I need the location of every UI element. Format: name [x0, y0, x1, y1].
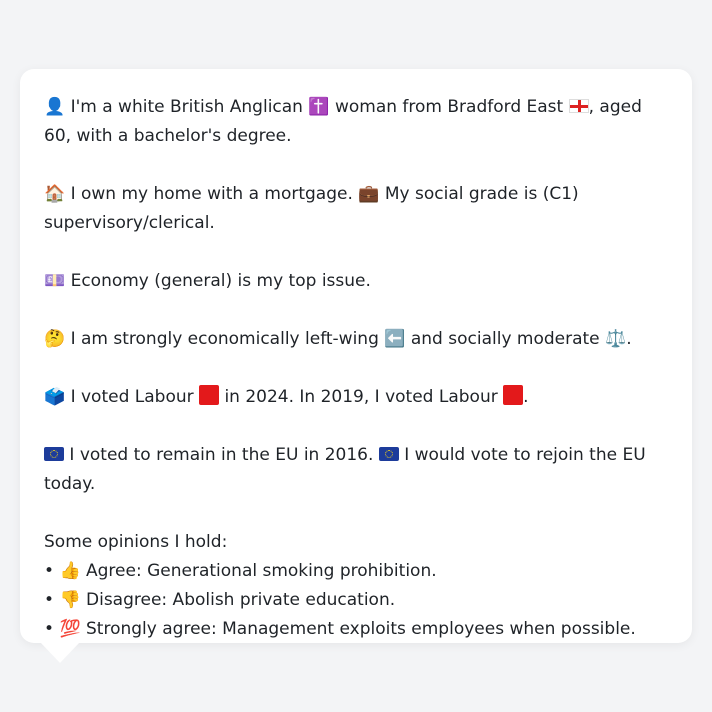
hundred-points-icon: 💯: [59, 619, 81, 639]
voting-text-a: I voted Labour: [70, 387, 194, 407]
identity-paragraph: 👤 I'm a white British Anglican ✝️ woman …: [44, 93, 668, 151]
voting-text-b: in 2024. In 2019, I voted Labour: [224, 387, 498, 407]
labour-red-square-icon: [199, 385, 220, 405]
bullet: •: [44, 590, 55, 610]
list-item: • 👍 Agree: Generational smoking prohibit…: [44, 557, 668, 586]
identity-text-a: I'm a white British Anglican: [70, 97, 303, 117]
banknote-icon: 💷: [44, 271, 66, 291]
bullet: •: [44, 561, 55, 581]
social-grade-text: My social grade is (C1) supervisory/cler…: [44, 184, 579, 233]
cross-icon: ✝️: [308, 97, 330, 117]
identity-text-c: , aged 60, with a bachelor's degree.: [44, 97, 642, 146]
balance-scale-icon: ⚖️: [605, 329, 627, 349]
thumbs-down-icon: 👎: [59, 590, 81, 610]
person-icon: 👤: [44, 97, 66, 117]
eu-flag-icon: [378, 447, 399, 461]
ballot-box-icon: 🗳️: [44, 387, 66, 407]
speech-bubble-tail: [40, 642, 80, 663]
opinion-text: Disagree: Abolish private education.: [86, 590, 396, 610]
eu-text-b: I would vote to rejoin the EU today.: [44, 445, 646, 494]
top-issue-paragraph: 💷 Economy (general) is my top issue.: [44, 267, 668, 296]
thumbs-up-icon: 👍: [59, 561, 81, 581]
bullet: •: [44, 619, 55, 639]
labour-red-square-icon: [503, 385, 524, 405]
list-item: • 💯 Strongly agree: Management exploits …: [44, 615, 668, 644]
opinion-text: Strongly agree: Management exploits empl…: [86, 619, 636, 639]
voting-text-c: .: [523, 387, 529, 407]
eu-flag-icon: [44, 447, 64, 461]
top-issue-text: Economy (general) is my top issue.: [70, 271, 371, 291]
voting-paragraph: 🗳️ I voted Labour in 2024. In 2019, I vo…: [44, 383, 668, 412]
housing-text: I own my home with a mortgage.: [70, 184, 353, 204]
ideology-text-c: .: [626, 329, 632, 349]
eu-text-a: I voted to remain in the EU in 2016.: [69, 445, 374, 465]
opinion-text: Agree: Generational smoking prohibition.: [86, 561, 437, 581]
ideology-text-a: I am strongly economically left-wing: [70, 329, 379, 349]
identity-text-b: woman from Bradford East: [334, 97, 564, 117]
ideology-paragraph: 🤔 I am strongly economically left-wing ⬅…: [44, 325, 668, 354]
ideology-text-b: and socially moderate: [410, 329, 600, 349]
persona-card: 👤 I'm a white British Anglican ✝️ woman …: [20, 69, 692, 643]
england-flag-icon: [568, 99, 589, 113]
eu-paragraph: I voted to remain in the EU in 2016. I w…: [44, 441, 668, 499]
thinking-face-icon: 🤔: [44, 329, 66, 349]
opinions-title: Some opinions I hold:: [44, 532, 228, 552]
briefcase-icon: 💼: [358, 184, 380, 204]
list-item: • 👎 Disagree: Abolish private education.: [44, 586, 668, 615]
house-icon: 🏠: [44, 184, 66, 204]
left-arrow-icon: ⬅️: [384, 329, 406, 349]
housing-paragraph: 🏠 I own my home with a mortgage. 💼 My so…: [44, 180, 668, 238]
